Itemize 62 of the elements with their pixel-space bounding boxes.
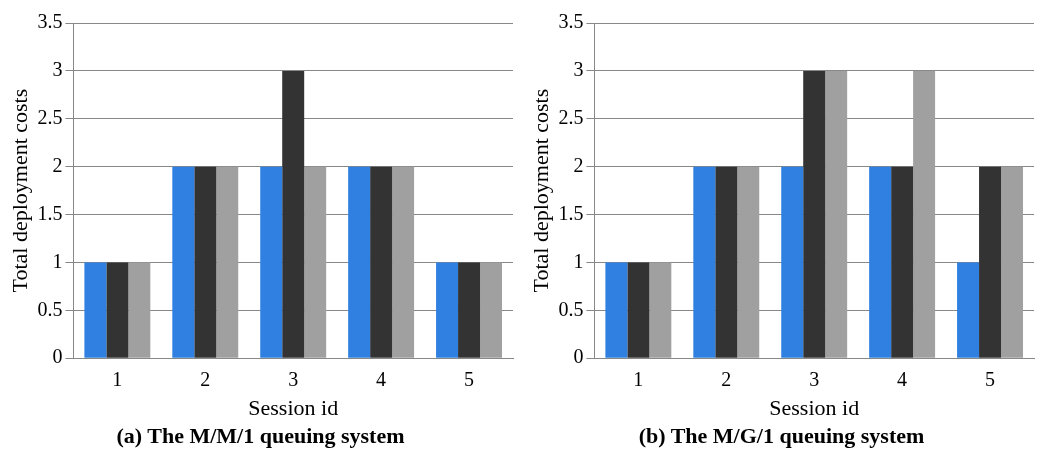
bar — [979, 166, 1002, 358]
bar — [480, 262, 503, 358]
x-axis-title: Session id — [769, 395, 860, 421]
x-tick-label: 3 — [809, 368, 820, 391]
bar — [282, 70, 305, 358]
bar — [172, 166, 195, 358]
x-tick-label: 2 — [721, 368, 732, 391]
bar — [605, 262, 628, 358]
y-tick-label: 2 — [52, 153, 63, 176]
y-tick-label: 3 — [573, 58, 584, 81]
y-tick-label: 0 — [573, 345, 584, 368]
bar — [627, 262, 650, 358]
bar — [194, 166, 217, 358]
y-tick-label: 1.5 — [558, 201, 584, 224]
y-tick-label: 3 — [52, 58, 63, 81]
text: (b) The M/G/1 queuing system — [638, 423, 925, 449]
x-tick-label: 2 — [200, 368, 211, 391]
y-tick-label: 1 — [573, 249, 584, 272]
x-tick-label: 3 — [288, 368, 299, 391]
y-axis-title: Total deployment costs — [527, 88, 553, 293]
x-axis-title: Session id — [248, 395, 339, 421]
x-tick-label: 1 — [633, 368, 644, 391]
bar — [106, 262, 129, 358]
bar — [913, 70, 936, 358]
bar — [458, 262, 481, 358]
y-tick-label: 3.5 — [37, 10, 63, 33]
bar — [436, 262, 459, 358]
y-tick-label: 0 — [52, 345, 63, 368]
bar — [392, 166, 415, 358]
bar — [260, 166, 283, 358]
bar — [715, 166, 738, 358]
y-axis-title: Total deployment costs — [6, 88, 32, 293]
x-tick-label: 1 — [112, 368, 123, 391]
bar — [957, 262, 980, 358]
bar — [781, 166, 804, 358]
bar — [84, 262, 107, 358]
y-tick-label: 2.5 — [37, 106, 63, 129]
y-tick-label: 2.5 — [558, 106, 584, 129]
x-tick-label: 5 — [985, 368, 996, 391]
bar — [825, 70, 848, 358]
bar — [891, 166, 914, 358]
bar — [1001, 166, 1024, 358]
bar — [128, 262, 151, 358]
x-tick-label: 5 — [464, 368, 475, 391]
y-tick-label: 1 — [52, 249, 63, 272]
y-tick-label: 0.5 — [558, 297, 584, 320]
text: (a) The M/M/1 queuing system — [116, 423, 405, 449]
y-tick-label: 2 — [573, 153, 584, 176]
bar — [737, 166, 760, 358]
bar — [216, 166, 239, 358]
x-tick-label: 4 — [897, 368, 908, 391]
bar — [869, 166, 892, 358]
bar — [304, 166, 327, 358]
bar — [803, 70, 826, 358]
bar — [370, 166, 393, 358]
y-tick-label: 1.5 — [37, 201, 63, 224]
bar — [693, 166, 716, 358]
bar — [348, 166, 371, 358]
y-tick-label: 3.5 — [558, 10, 584, 33]
bar — [649, 262, 672, 358]
y-tick-label: 0.5 — [37, 297, 63, 320]
x-tick-label: 4 — [376, 368, 387, 391]
